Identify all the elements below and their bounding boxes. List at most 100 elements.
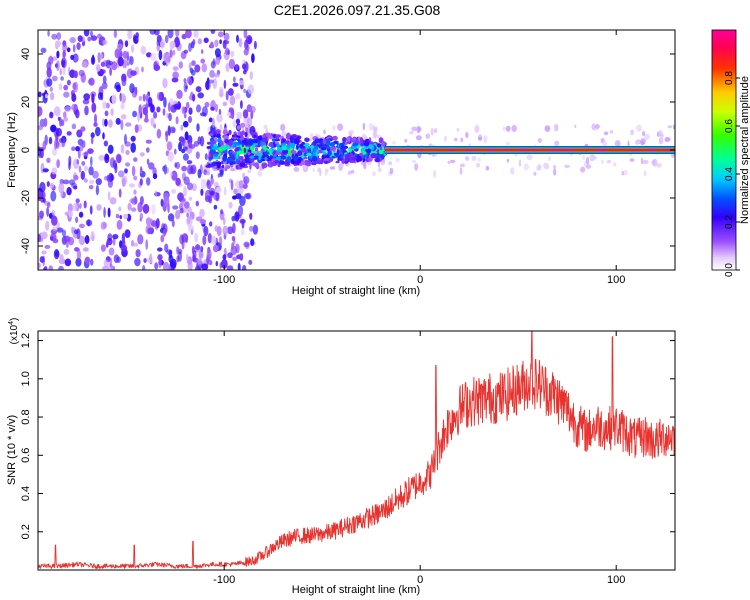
noise-blob (195, 244, 201, 251)
broadening-blob (285, 133, 291, 140)
noise-blob (241, 63, 247, 70)
noise-blob (116, 219, 123, 230)
y-tick-label: -20 (20, 190, 32, 206)
broadening-blob (280, 155, 287, 160)
x-tick-label: -100 (213, 574, 235, 586)
noise-blob (195, 86, 202, 93)
halo-blob (312, 168, 315, 172)
broadening-blob (352, 138, 357, 142)
noise-blob (150, 104, 155, 113)
noise-blob (140, 45, 147, 55)
noise-blob (107, 233, 113, 241)
noise-blob (68, 210, 73, 218)
noise-blob (208, 259, 213, 266)
noise-blob (46, 206, 50, 217)
noise-blob (128, 183, 136, 188)
broadening-blob (224, 138, 230, 144)
noise-blob (87, 219, 90, 227)
noise-blob (206, 77, 210, 84)
noise-blob (188, 78, 193, 86)
noise-blob (83, 30, 90, 37)
noise-blob (158, 257, 162, 269)
noise-blob (125, 162, 131, 167)
noise-blob (183, 112, 187, 119)
x-tick-label: 100 (607, 574, 625, 586)
noise-blob (129, 83, 135, 94)
broadening-blob (376, 143, 382, 148)
noise-blob (234, 211, 240, 222)
noise-blob (158, 49, 163, 61)
noise-blob (179, 234, 184, 245)
noise-blob (121, 73, 127, 82)
noise-blob (139, 166, 143, 174)
halo-blob (373, 126, 378, 132)
noise-blob (52, 226, 58, 232)
broadening-blob (314, 138, 321, 144)
noise-blob (185, 30, 192, 39)
noise-blob (192, 250, 197, 260)
broadening-blob (247, 151, 251, 156)
noise-blob (215, 57, 221, 65)
noise-blob (48, 136, 53, 145)
noise-blob (181, 165, 188, 172)
noise-blob (71, 103, 78, 111)
broadening-blob (344, 156, 349, 163)
noise-blob (107, 179, 113, 188)
noise-blob (51, 209, 56, 216)
noise-blob (152, 173, 158, 180)
noise-blob (156, 44, 160, 52)
broadening-blob (346, 141, 351, 144)
noise-blob (180, 124, 184, 131)
broadening-blob (311, 155, 318, 162)
broadening-blob (351, 159, 355, 163)
noise-blob (72, 53, 79, 63)
noise-blob (183, 207, 189, 213)
halo-blob (425, 133, 431, 139)
noise-blob (185, 253, 189, 262)
noise-blob (225, 62, 230, 72)
halo-blob (477, 157, 481, 162)
broadening-blob (305, 144, 309, 149)
colorbar: 0.0 0.2 0.4 0.6 0.8 Normalized spectral ampl… (711, 29, 750, 277)
noise-blob (171, 77, 179, 83)
broadening-blob (297, 150, 303, 156)
noise-blob (107, 191, 111, 200)
halo-blob (586, 156, 590, 165)
noise-blob (75, 257, 82, 267)
noise-blob (171, 170, 178, 181)
halo-blob (609, 130, 614, 134)
halo-blob (474, 125, 480, 134)
noise-blob (98, 154, 105, 161)
halo-blob (574, 124, 577, 129)
noise-blob (142, 203, 150, 214)
halo-blob (389, 167, 394, 175)
noise-blob (47, 30, 50, 37)
noise-blob (49, 111, 54, 119)
noise-blob (178, 61, 183, 69)
noise-blob (194, 64, 201, 73)
noise-blob (242, 109, 249, 119)
noise-blob (172, 205, 179, 210)
spectrogram-x-label: Height of straight line (km) (292, 285, 420, 297)
noise-blob (163, 164, 168, 175)
noise-blob (120, 144, 125, 154)
broadening-blob (340, 143, 344, 146)
noise-blob (97, 92, 103, 100)
noise-blob (68, 155, 72, 166)
noise-blob (193, 140, 199, 147)
broadening-blob (234, 148, 240, 152)
noise-blob (182, 153, 189, 161)
noise-blob (201, 263, 209, 270)
halo-blob (634, 140, 640, 145)
noise-blob (53, 106, 61, 117)
noise-blob (76, 159, 80, 165)
noise-blob (231, 242, 235, 251)
noise-blob (238, 38, 243, 48)
halo-blob (361, 159, 367, 166)
broadening-blob (239, 162, 246, 168)
noise-blob (38, 262, 41, 269)
noise-blob (56, 50, 60, 59)
noise-blob (162, 108, 166, 116)
noise-blob (168, 265, 172, 270)
